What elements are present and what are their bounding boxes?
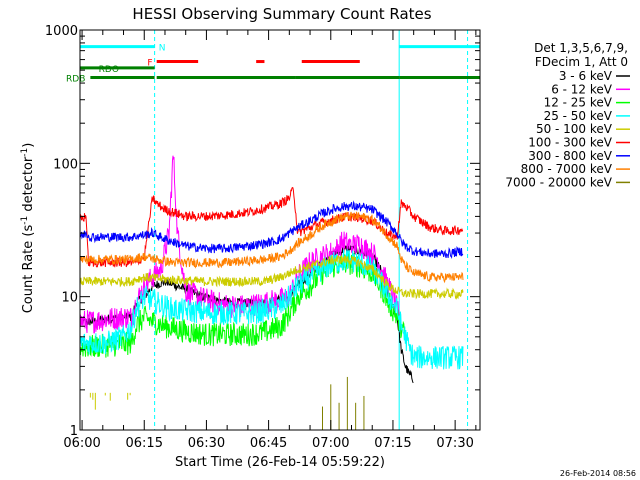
legend-header-line1: Det 1,3,5,6,7,9,: [534, 41, 628, 55]
band-label-n: N: [159, 44, 166, 54]
x-axis-label: Start Time (26-Feb-14 05:59:22): [175, 455, 385, 470]
legend-label-5: 100 - 300 keV: [528, 136, 612, 150]
y-tick-label: 1: [70, 424, 78, 439]
x-tick-label: 07:30: [436, 436, 473, 451]
x-tick-label: 07:00: [312, 436, 349, 451]
legend-label-8: 7000 - 20000 keV: [505, 175, 612, 189]
legend-header-line2: FDecim 1, Att 0: [535, 55, 628, 69]
series-line-1: [79, 155, 402, 334]
axes: 1 10 100 1000 06:00 06:15 06:30 06:45 07:00 07:15…: [45, 24, 481, 451]
x-tick-label: 06:15: [126, 436, 163, 451]
series-line-4: [79, 255, 464, 300]
legend: Det 1,3,5,6,7,9, FDecim 1, Att 0 3 - 6 k…: [505, 41, 630, 189]
timestamp: 26-Feb-2014 08:56: [560, 469, 636, 478]
y-tick-label: 10: [61, 291, 78, 306]
series-line-2: [79, 251, 406, 358]
y-tick-label: 100: [53, 157, 78, 172]
series-line-3: [79, 248, 464, 370]
legend-label-2: 12 - 25 keV: [544, 96, 613, 110]
x-tick-label: 06:30: [188, 436, 225, 451]
chart-title: HESSI Observing Summary Count Rates: [132, 5, 431, 23]
legend-label-0: 3 - 6 keV: [559, 69, 613, 83]
series-line-6: [79, 200, 464, 259]
series-line-7: [79, 211, 464, 284]
x-tick-label: 06:00: [63, 436, 100, 451]
y-axis-label: Count Rate (s-1 detector-1): [20, 143, 36, 314]
legend-label-4: 50 - 100 keV: [536, 122, 613, 136]
x-tick-label: 06:45: [250, 436, 287, 451]
legend-label-1: 6 - 12 keV: [551, 82, 613, 96]
legend-label-3: 25 - 50 keV: [544, 109, 613, 123]
legend-label-6: 300 - 800 keV: [528, 149, 612, 163]
plot-frame: [79, 29, 481, 431]
band-label-f: F: [147, 59, 152, 69]
band-label-rdb: RDB: [66, 75, 85, 85]
x-tick-label: 07:15: [374, 436, 411, 451]
legend-label-7: 800 - 7000 keV: [521, 162, 613, 176]
band-label-rdo: RDO: [99, 65, 119, 75]
y-tick-label: 1000: [45, 24, 78, 39]
plot-area: NF RDO RDB: [66, 30, 480, 430]
